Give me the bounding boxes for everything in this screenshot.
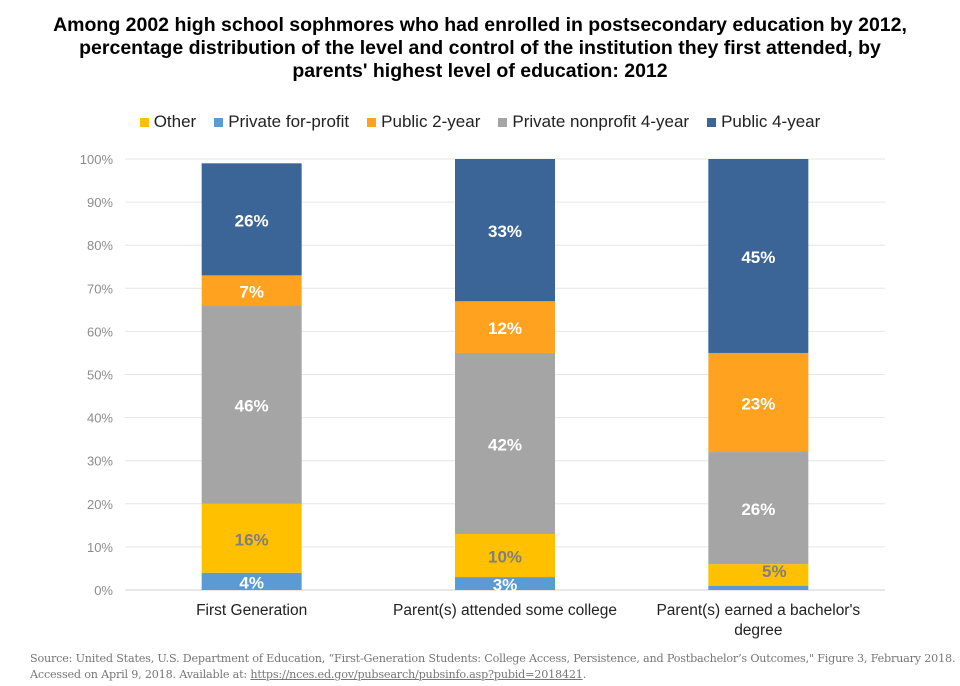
data-label: 10% <box>488 548 522 567</box>
x-category-label: Parent(s) earned a bachelor's degree <box>656 602 860 639</box>
data-label: 16% <box>235 530 269 549</box>
bar-segment <box>201 572 302 590</box>
bar-segment <box>201 163 302 276</box>
bar-segment <box>708 585 809 590</box>
data-label: 4% <box>239 573 264 592</box>
legend-item: Public 2-year <box>367 112 480 132</box>
source-link[interactable]: https://nces.ed.gov/pubsearch/pubsinfo.a… <box>250 668 583 681</box>
y-tick-label: 30% <box>87 454 113 469</box>
legend-swatch <box>498 117 508 127</box>
bar-segment <box>455 577 555 590</box>
y-tick-label: 10% <box>87 540 113 555</box>
bar-segment <box>708 564 809 586</box>
data-label: 26% <box>741 500 775 519</box>
source-tail: . <box>582 668 587 681</box>
y-tick-label: 40% <box>87 411 113 426</box>
bar-segment <box>708 159 809 353</box>
data-label: 12% <box>488 319 522 338</box>
y-tick-label: 50% <box>87 368 113 383</box>
legend: Other Private for-profit Public 2-year Priv… <box>0 112 960 132</box>
data-label: 45% <box>741 248 775 267</box>
bar-segment <box>455 352 555 534</box>
y-tick-label: 20% <box>87 497 113 512</box>
legend-label: Public 2-year <box>381 112 481 131</box>
bar-segment <box>708 452 809 565</box>
x-category-label: First Generation <box>196 602 307 619</box>
data-label: 3% <box>493 576 518 595</box>
legend-item: Other <box>139 112 197 132</box>
stacked-bar-chart: 0% 10% 20% 30% 40% 50% 60% 70% 80% 90% 100% 4% 16% 46… <box>80 152 885 639</box>
bar-segment <box>455 533 555 578</box>
legend-label: Other <box>153 112 197 131</box>
legend-item: Private nonprofit 4-year <box>498 112 689 132</box>
y-tick-label: 60% <box>87 324 113 339</box>
bar-segment <box>201 503 302 573</box>
y-tick-label: 80% <box>87 238 113 253</box>
legend-swatch <box>214 117 224 127</box>
legend-item: Private for-profit <box>214 112 349 132</box>
bar-segment <box>455 301 555 353</box>
bar-segment <box>201 305 302 504</box>
legend-swatch <box>367 117 377 127</box>
bar-segment <box>455 159 555 302</box>
legend-label: Private for-profit <box>228 112 350 131</box>
legend-swatch <box>707 117 717 127</box>
y-tick-label: 0% <box>94 583 113 598</box>
data-label: 42% <box>488 435 522 454</box>
legend-label: Private nonprofit 4-year <box>512 112 690 131</box>
data-label: 46% <box>235 397 269 416</box>
y-tick-label: 70% <box>87 281 113 296</box>
data-label: 5% <box>762 562 787 581</box>
data-label: 33% <box>488 222 522 241</box>
bar-segment <box>708 352 809 453</box>
x-category-label: Parent(s) attended some college <box>393 602 617 619</box>
data-label: 26% <box>235 211 269 230</box>
legend-item: Public 4-year <box>707 112 820 132</box>
source-note: Source: United States, U.S. Department o… <box>30 651 960 683</box>
y-tick-label: 100% <box>80 152 114 167</box>
legend-swatch <box>139 117 149 127</box>
y-tick-label: 90% <box>87 195 113 210</box>
data-label: 7% <box>239 282 264 301</box>
data-label: 23% <box>741 395 775 414</box>
legend-label: Public 4-year <box>721 112 821 131</box>
source-text: Source: United States, U.S. Department o… <box>30 652 956 681</box>
chart-title: Among 2002 high school sophmores who had… <box>53 14 907 82</box>
bar-segment <box>201 275 302 306</box>
